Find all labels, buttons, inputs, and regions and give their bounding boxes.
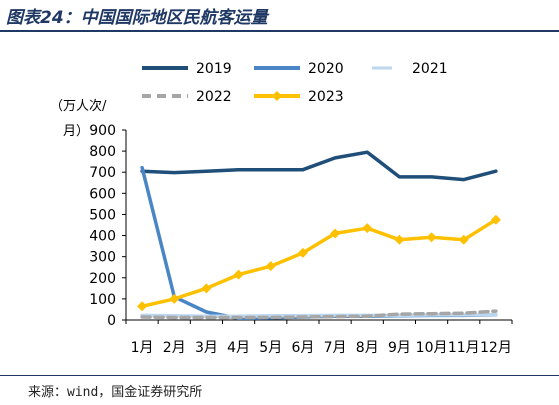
data-point-2023 <box>169 293 180 304</box>
legend-item-2019: 2019 <box>142 61 232 77</box>
x-tick-label: 12月 <box>480 340 512 356</box>
plot-area <box>137 150 501 321</box>
y-tick-label: 700 <box>89 165 116 181</box>
x-tick-label: 4月 <box>227 340 250 356</box>
x-tick-label: 8月 <box>356 340 379 356</box>
y-tick-label: 500 <box>89 207 116 223</box>
legend-label-2020: 2020 <box>308 61 344 77</box>
y-tick-label: 900 <box>89 123 116 139</box>
y-tick-label: 200 <box>89 271 116 287</box>
figure-title: 图表24：中国国际地区民航客运量 <box>6 8 268 28</box>
y-axis-label: （万人次/月） <box>50 98 107 139</box>
legend-label-2019: 2019 <box>196 61 232 77</box>
legend-item-2023: 2023 <box>254 89 344 105</box>
legend-label-2021: 2021 <box>412 61 448 77</box>
x-tick-label: 6月 <box>291 340 314 356</box>
y-tick-label: 600 <box>89 186 116 202</box>
data-point-2023 <box>362 223 373 234</box>
line-chart: 2019 2020 2021 2022 2023 （万人次/月） 0 100 200 300 4… <box>50 61 513 356</box>
chart-legend: 2019 2020 2021 2022 2023 <box>142 61 448 105</box>
data-point-2023 <box>426 232 437 243</box>
data-point-2023 <box>137 301 148 312</box>
x-tick-label: 3月 <box>195 340 218 356</box>
x-tick-label: 11月 <box>448 340 480 356</box>
y-tick-label: 400 <box>89 229 116 245</box>
data-point-2023 <box>297 247 308 258</box>
data-point-2023 <box>201 283 212 294</box>
y-axis: 0 100 200 300 400 500 600 700 800 900 <box>89 123 127 329</box>
legend-item-2021: 2021 <box>372 61 448 77</box>
x-axis: 1月 2月 3月 4月 5月 6月 7月 8月 9月 10月 11月 12月 <box>125 319 513 356</box>
data-point-2023 <box>458 234 469 245</box>
data-point-2023 <box>330 228 341 239</box>
series-line-2023 <box>140 217 498 309</box>
source-divider <box>0 375 559 376</box>
legend-item-2022: 2022 <box>142 89 232 105</box>
title-divider <box>0 30 559 32</box>
x-tick-label: 2月 <box>163 340 186 356</box>
data-point-2023 <box>265 261 276 272</box>
data-point-2023 <box>490 214 501 225</box>
x-tick-label: 9月 <box>388 340 411 356</box>
x-tick-label: 7月 <box>324 340 347 356</box>
series-line-2022 <box>140 309 498 320</box>
x-tick-label: 10月 <box>416 340 448 356</box>
x-tick-label: 1月 <box>131 340 154 356</box>
series-line-2019 <box>140 150 498 182</box>
legend-item-2020: 2020 <box>254 61 344 77</box>
y-tick-label: 0 <box>107 313 116 329</box>
source-note: 来源：wind，国金证券研究所 <box>28 385 203 400</box>
x-tick-label: 5月 <box>259 340 282 356</box>
data-point-2023 <box>233 269 244 280</box>
legend-marker-2023 <box>272 91 282 101</box>
legend-label-2023: 2023 <box>308 89 344 105</box>
y-tick-label: 300 <box>89 250 116 266</box>
y-tick-label: 800 <box>89 144 116 160</box>
legend-label-2022: 2022 <box>196 89 232 105</box>
data-point-2023 <box>394 234 405 245</box>
y-tick-label: 100 <box>89 292 116 308</box>
